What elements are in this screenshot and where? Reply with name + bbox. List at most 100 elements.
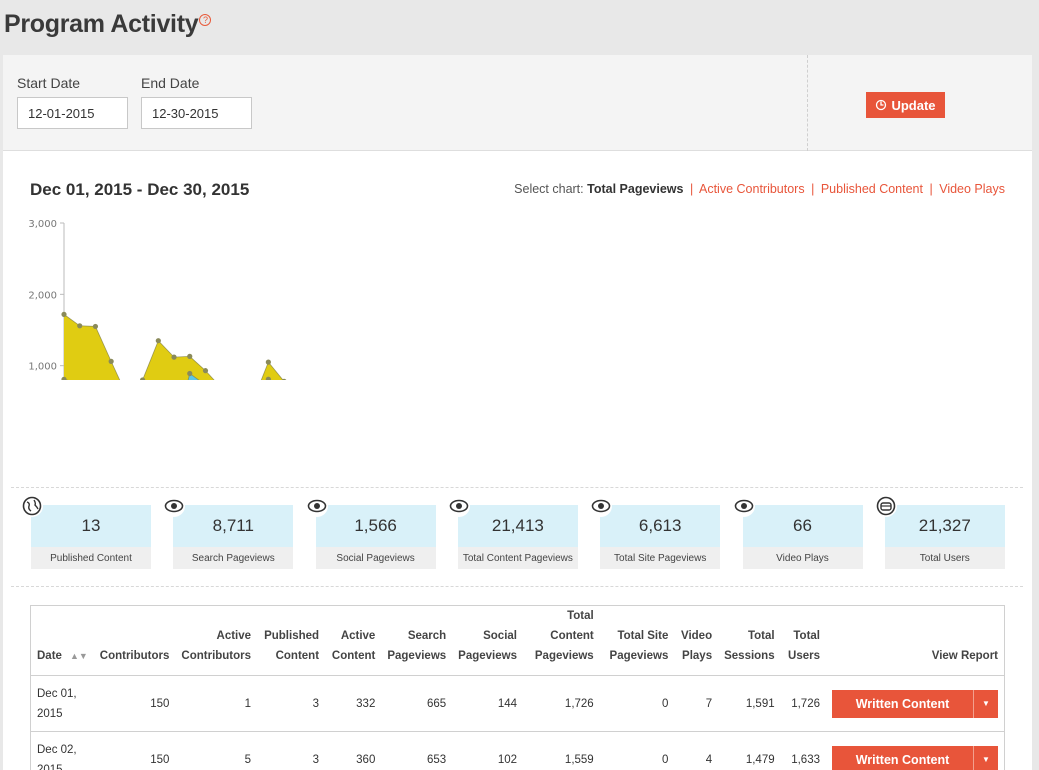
col-published-content: Published Content bbox=[257, 605, 326, 676]
stat-label: Published Content bbox=[31, 547, 151, 569]
filter-divider bbox=[807, 55, 808, 151]
stat-label: Total Site Pageviews bbox=[600, 547, 721, 569]
col-video-plays: Video Plays bbox=[674, 605, 719, 676]
stat-value: 66 bbox=[742, 505, 863, 547]
cell-total-users: 1,726 bbox=[780, 675, 826, 732]
cell-contributors: 150 bbox=[93, 675, 176, 732]
stat-card: 21,413 Total Content Pageviews bbox=[447, 495, 578, 570]
stat-label: Search Pageviews bbox=[173, 547, 294, 569]
start-date-label: Start Date bbox=[17, 75, 81, 91]
col-active-contributors: Active Contributors bbox=[175, 605, 258, 676]
data-point[interactable] bbox=[140, 377, 146, 380]
cell-total-content-pageviews: 1,726 bbox=[523, 675, 600, 732]
chart-option-separator: | bbox=[929, 182, 933, 196]
chevron-down-icon[interactable]: ▼ bbox=[973, 689, 998, 718]
table-header-row: Date ▲▼ Contributors Active Contributors P… bbox=[30, 605, 1005, 676]
data-point[interactable] bbox=[187, 370, 193, 377]
cell-published-content: 3 bbox=[257, 731, 326, 770]
table-row: Dec 01, 2015 150 1 3 332 665 144 1,726 0 … bbox=[30, 675, 1005, 732]
cell-date: Dec 01, 2015 bbox=[30, 675, 94, 732]
main-panel: Start Date End Date Update Dec 01, 2015 … bbox=[3, 55, 1032, 770]
stat-value: 8,711 bbox=[173, 505, 294, 547]
start-date-input[interactable] bbox=[17, 97, 128, 129]
cell-video-plays: 4 bbox=[674, 731, 719, 770]
col-total-sessions: Total Sessions bbox=[718, 605, 781, 676]
stat-label: Total Content Pageviews bbox=[457, 547, 578, 569]
chart-option-total-pageviews[interactable]: Total Pageviews bbox=[587, 182, 684, 196]
stat-card: 21,327 Total Users bbox=[874, 495, 1005, 570]
col-total-site-pageviews: Total Site Pageviews bbox=[599, 605, 675, 676]
data-point[interactable] bbox=[77, 323, 83, 329]
cell-total-users: 1,633 bbox=[780, 731, 826, 770]
col-search-pageviews: Search Pageviews bbox=[381, 605, 453, 676]
cell-active-contributors: 1 bbox=[175, 675, 258, 732]
view-report-group: Written Content ▼ bbox=[832, 745, 998, 770]
data-point[interactable] bbox=[265, 359, 271, 365]
stat-card: 1,566 Social Pageviews bbox=[305, 495, 436, 570]
chart-option-active-contributors[interactable]: Active Contributors bbox=[699, 182, 805, 196]
eye-icon bbox=[163, 495, 186, 517]
data-point[interactable] bbox=[281, 378, 287, 380]
col-social-pageviews: Social Pageviews bbox=[452, 605, 523, 676]
stat-card: 8,711 Search Pageviews bbox=[163, 495, 294, 570]
end-date-label: End Date bbox=[141, 75, 200, 91]
data-point[interactable] bbox=[187, 353, 193, 359]
area-series bbox=[64, 373, 270, 380]
sort-icon[interactable]: ▲▼ bbox=[69, 651, 88, 661]
cell-active-content: 360 bbox=[325, 731, 382, 770]
section-divider bbox=[11, 586, 1023, 587]
area-series bbox=[64, 314, 283, 380]
col-total-users: Total Users bbox=[780, 605, 826, 676]
chart-selector: Select chart: Total Pageviews | Active C… bbox=[514, 182, 1005, 196]
eye-icon bbox=[732, 495, 755, 517]
stat-card: 66 Video Plays bbox=[732, 495, 863, 570]
chart-option-video-plays[interactable]: Video Plays bbox=[939, 182, 1005, 196]
y-tick-label: 2,000 bbox=[28, 290, 57, 301]
update-button[interactable]: Update bbox=[866, 92, 945, 118]
globe-icon bbox=[21, 495, 43, 517]
data-point[interactable] bbox=[155, 338, 161, 344]
stat-label: Total Users bbox=[884, 547, 1005, 569]
data-point[interactable] bbox=[61, 311, 67, 317]
date-filter-bar: Start Date End Date Update bbox=[3, 55, 1032, 151]
y-tick-label: 3,000 bbox=[28, 219, 57, 230]
written-content-button[interactable]: Written Content bbox=[832, 745, 973, 770]
stat-card: 6,613 Total Site Pageviews bbox=[590, 495, 721, 570]
chevron-down-icon[interactable]: ▼ bbox=[973, 745, 998, 770]
data-point[interactable] bbox=[265, 376, 271, 380]
data-point[interactable] bbox=[202, 368, 209, 374]
stat-value: 6,613 bbox=[600, 505, 721, 547]
data-point[interactable] bbox=[92, 323, 99, 330]
cell-date: Dec 02, 2015 bbox=[30, 731, 94, 770]
help-icon[interactable]: ? bbox=[199, 14, 212, 26]
cell-view-report: Written Content ▼ bbox=[826, 675, 1005, 732]
col-date[interactable]: Date ▲▼ bbox=[30, 605, 94, 676]
chart-option-published-content[interactable]: Published Content bbox=[820, 182, 923, 196]
col-total-content-pageviews: Total Content Pageviews bbox=[523, 605, 600, 676]
end-date-input[interactable] bbox=[141, 97, 252, 129]
data-point[interactable] bbox=[108, 358, 114, 364]
section-divider bbox=[11, 487, 1023, 488]
cell-video-plays: 7 bbox=[674, 675, 719, 732]
eye-icon bbox=[305, 495, 328, 517]
stat-value: 13 bbox=[31, 505, 151, 547]
stat-label: Video Plays bbox=[742, 547, 863, 569]
chart-option-separator: | bbox=[811, 182, 815, 196]
written-content-button[interactable]: Written Content bbox=[832, 689, 973, 718]
y-tick-label: 1,000 bbox=[28, 362, 57, 373]
series-line bbox=[63, 314, 284, 380]
data-point[interactable] bbox=[61, 376, 67, 380]
cell-search-pageviews: 653 bbox=[381, 731, 453, 770]
col-contributors: Contributors bbox=[93, 605, 176, 676]
refresh-icon bbox=[876, 99, 887, 111]
cell-social-pageviews: 144 bbox=[452, 675, 523, 732]
eye-icon bbox=[447, 495, 470, 517]
chart-option-separator: | bbox=[689, 182, 694, 196]
cell-total-content-pageviews: 1,559 bbox=[523, 731, 600, 770]
cell-total-site-pageviews: 0 bbox=[599, 731, 675, 770]
cell-total-site-pageviews: 0 bbox=[599, 675, 675, 732]
data-point[interactable] bbox=[171, 354, 177, 360]
cell-active-contributors: 5 bbox=[175, 731, 258, 770]
update-button-label: Update bbox=[891, 97, 936, 113]
